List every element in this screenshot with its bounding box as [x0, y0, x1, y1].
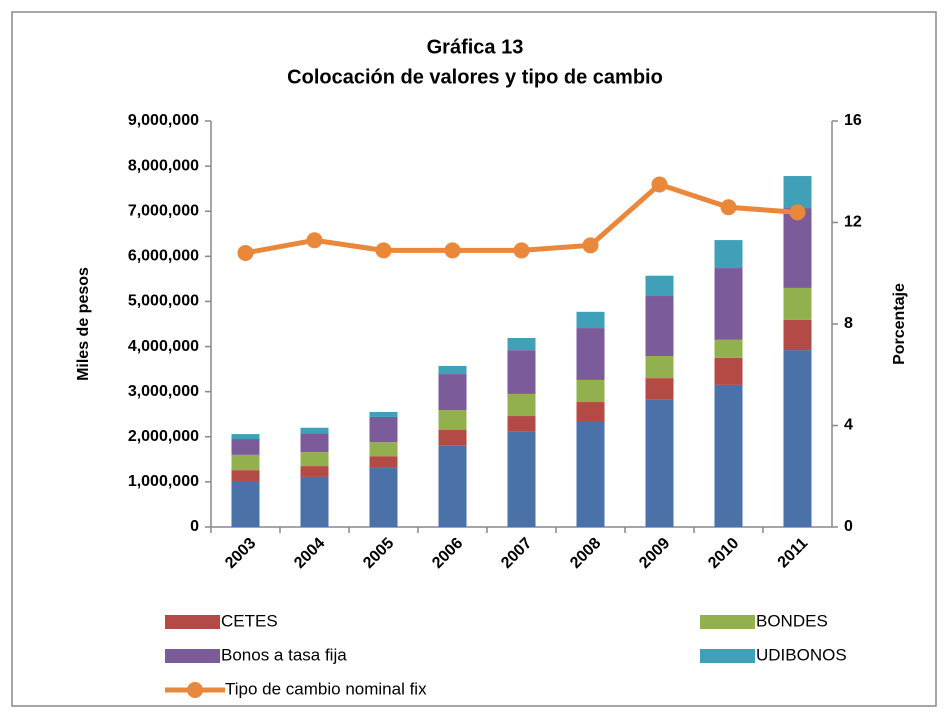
- chart-subtitle: Colocación de valores y tipo de cambio: [287, 66, 663, 88]
- bar-segment: [645, 378, 674, 400]
- bar-segment: [438, 445, 467, 527]
- line-marker: [789, 204, 806, 221]
- bar-segment: [576, 420, 605, 527]
- bar-segment: [300, 452, 329, 467]
- legend-swatch: [187, 682, 203, 698]
- legend-swatch: [165, 615, 220, 629]
- legend-swatch: [700, 649, 755, 663]
- bar-segment: [783, 350, 812, 527]
- y-tick-label: 7,000,000: [128, 202, 199, 219]
- bar-segment: [369, 411, 398, 417]
- bar-segment: [714, 268, 743, 340]
- line-marker: [237, 244, 254, 261]
- chart-title: Gráfica 13: [427, 36, 524, 58]
- bar-segment: [231, 454, 260, 471]
- legend-label: Bonos a tasa fija: [221, 645, 347, 664]
- bar-segment: [231, 439, 260, 455]
- line-marker: [582, 237, 599, 254]
- y-axis-label: Miles de pesos: [75, 267, 92, 381]
- bar-segment: [645, 356, 674, 379]
- chart-border: [11, 11, 937, 707]
- line-marker: [444, 242, 461, 259]
- bar-segment: [714, 384, 743, 527]
- bar-segment: [300, 466, 329, 477]
- legend-label: BONDES: [756, 611, 828, 630]
- y-tick-label: 1,000,000: [128, 473, 199, 490]
- y-tick-label: 2,000,000: [128, 428, 199, 445]
- bar-segment: [507, 393, 536, 417]
- legend-label: CETES: [221, 611, 278, 630]
- bar-segment: [438, 430, 467, 446]
- bar-segment: [576, 402, 605, 421]
- bar-segment: [369, 456, 398, 468]
- line-marker: [651, 176, 668, 193]
- y-tick-label: 8,000,000: [128, 157, 199, 174]
- bar-segment: [576, 311, 605, 329]
- bar-segment: [438, 365, 467, 375]
- y-tick-label: 5,000,000: [128, 293, 199, 310]
- y-tick-label: 4,000,000: [128, 338, 199, 355]
- bar-segment: [300, 427, 329, 434]
- bar-segment: [369, 416, 398, 443]
- line-marker: [720, 199, 737, 216]
- bar-segment: [645, 399, 674, 527]
- bar-segment: [231, 470, 260, 481]
- bar-segment: [438, 374, 467, 411]
- bar-segment: [231, 480, 260, 527]
- bar-segment: [714, 240, 743, 269]
- bar-segment: [783, 208, 812, 288]
- bar-segment: [783, 287, 812, 320]
- line-marker: [513, 242, 530, 259]
- bar-segment: [714, 357, 743, 385]
- bar-segment: [507, 431, 536, 527]
- legend-label: Tipo de cambio nominal fix: [225, 679, 427, 698]
- y-tick-label: 9,000,000: [128, 112, 199, 129]
- bar-segment: [369, 442, 398, 457]
- legend-swatch: [700, 615, 755, 629]
- bar-segment: [576, 379, 605, 403]
- bar-segment: [507, 350, 536, 394]
- y2-tick-label: 4: [844, 417, 853, 434]
- legend-label: UDIBONOS: [756, 645, 847, 664]
- bar-segment: [438, 410, 467, 431]
- bar-segment: [714, 339, 743, 358]
- y2-tick-label: 0: [844, 518, 853, 535]
- y-tick-label: 0: [190, 518, 199, 535]
- line-marker: [306, 232, 323, 249]
- bar-segment: [507, 416, 536, 432]
- bar-segment: [783, 319, 812, 351]
- legend-swatch: [165, 649, 220, 663]
- y2-tick-label: 12: [844, 214, 862, 231]
- bar-segment: [576, 328, 605, 380]
- bar-segment: [300, 476, 329, 527]
- bar-segment: [231, 434, 260, 440]
- bar-segment: [300, 433, 329, 453]
- bar-segment: [783, 176, 812, 209]
- bar-segment: [645, 275, 674, 297]
- bar-segment: [369, 467, 398, 527]
- y-tick-label: 3,000,000: [128, 383, 199, 400]
- y-tick-label: 6,000,000: [128, 248, 199, 265]
- bar-segment: [645, 296, 674, 357]
- bar-segment: [507, 337, 536, 351]
- y2-axis-label: Porcentaje: [891, 283, 908, 365]
- y2-tick-label: 16: [844, 112, 862, 129]
- y2-tick-label: 8: [844, 315, 853, 332]
- line-marker: [375, 242, 392, 259]
